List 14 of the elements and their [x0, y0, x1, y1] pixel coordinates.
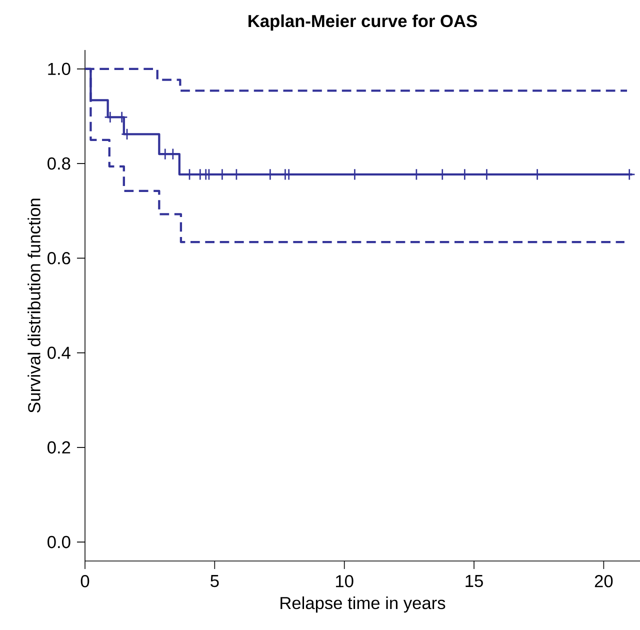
y-tick-label: 0.8: [48, 157, 70, 170]
y-axis-title: Survival distribution function: [28, 198, 40, 413]
x-tick-label: 0: [80, 575, 90, 588]
y-tick-label: 0.2: [48, 441, 70, 454]
x-tick-label: 10: [336, 575, 354, 588]
y-tick-label: 0.0: [48, 536, 70, 548]
x-axis-title: Relapse time in years: [280, 596, 446, 613]
x-tick-label: 20: [594, 575, 613, 588]
x-tick-label: 15: [466, 575, 483, 588]
y-tick-label: 0.6: [48, 252, 70, 264]
y-tick-label: 1.0: [48, 62, 70, 76]
x-tick-label: 5: [210, 575, 219, 588]
y-tick-label: 0.4: [48, 346, 70, 359]
chart-title: Kaplan-Meier curve for OAS: [248, 14, 477, 31]
